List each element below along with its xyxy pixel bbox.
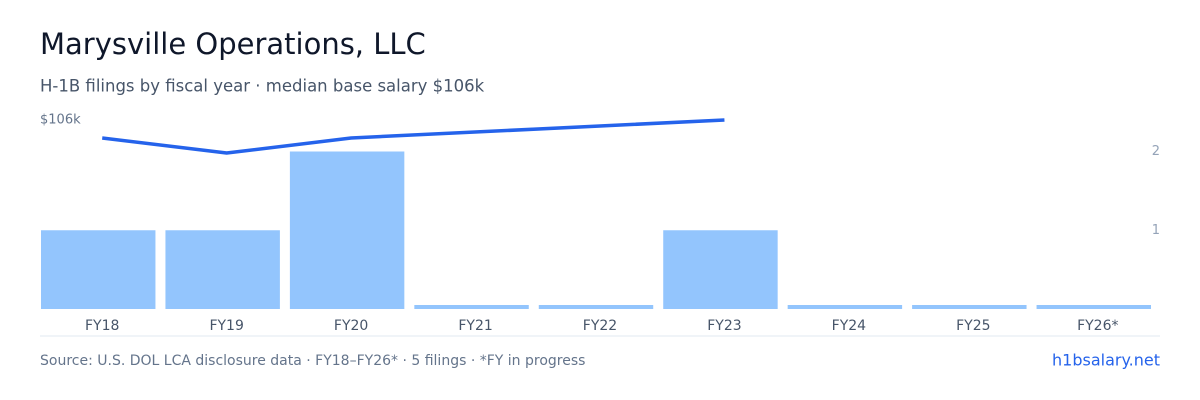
salary-line [102, 118, 725, 155]
bar [663, 230, 778, 309]
x-tick-label: FY25 [956, 318, 990, 334]
bar [912, 305, 1027, 309]
bar [1036, 305, 1151, 309]
bar [165, 230, 280, 309]
bar [414, 305, 529, 309]
x-tick-label: FY21 [458, 318, 492, 334]
x-tick-label: FY26* [1077, 318, 1118, 334]
y2-tick-label: 1 [1152, 223, 1160, 238]
bar [289, 151, 405, 309]
bar [787, 305, 903, 309]
source-note: Source: U.S. DOL LCA disclosure data · F… [40, 353, 585, 369]
brand-link[interactable]: h1bsalary.net [1052, 351, 1160, 370]
chart-subtitle: H-1B filings by fiscal year · median bas… [40, 77, 485, 96]
x-tick-label: FY19 [209, 318, 243, 334]
bar [538, 305, 654, 309]
y2-tick-label: 2 [1152, 144, 1160, 159]
x-tick-label: FY24 [832, 318, 867, 334]
chart-title: Marysville Operations, LLC [40, 27, 426, 61]
bar [41, 230, 156, 309]
x-tick-label: FY18 [85, 318, 119, 334]
x-tick-label: FY22 [583, 318, 617, 334]
y-tick-label: $106k [40, 113, 81, 128]
x-tick-label: FY20 [334, 318, 368, 334]
x-tick-label: FY23 [707, 318, 741, 334]
